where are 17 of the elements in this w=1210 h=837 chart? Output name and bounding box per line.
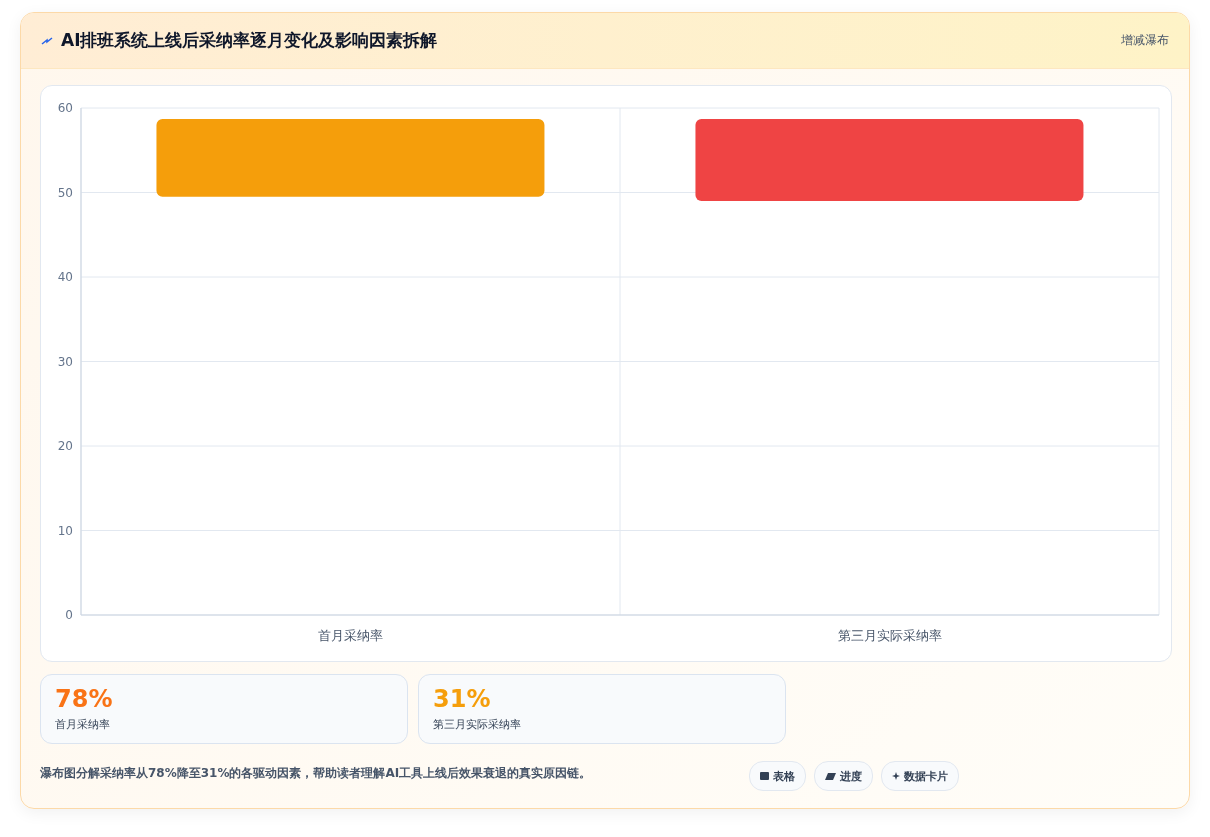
text: 31% (433, 685, 492, 713)
chart-title: AI排班系统上线后采纳率逐月变化及影响因素拆解 (61, 29, 438, 52)
y-tick-label: 50 (57, 185, 73, 200)
text: 78% (55, 685, 114, 713)
y-tick-label: 20 (57, 439, 73, 454)
y-tick-label: 60 (57, 101, 73, 116)
text: 第三月实际采纳率 (433, 717, 522, 732)
y-tick-label: 40 (57, 270, 73, 285)
y-tick-label: 30 (57, 354, 73, 369)
text: 首月采纳率 (55, 717, 111, 732)
text: 进度 (840, 768, 862, 784)
y-tick-label: 10 (57, 523, 73, 538)
text: 增减瀑布 (1121, 32, 1169, 49)
text: 表格 (773, 768, 795, 784)
text: 瀑布图分解采纳率从78%降至31%的各驱动因素，帮助读者理解AI工具上线后效果衰退的真实原因链。 (40, 765, 593, 782)
text: 数据卡片 (904, 768, 948, 784)
y-tick-label: 0 (65, 608, 73, 623)
